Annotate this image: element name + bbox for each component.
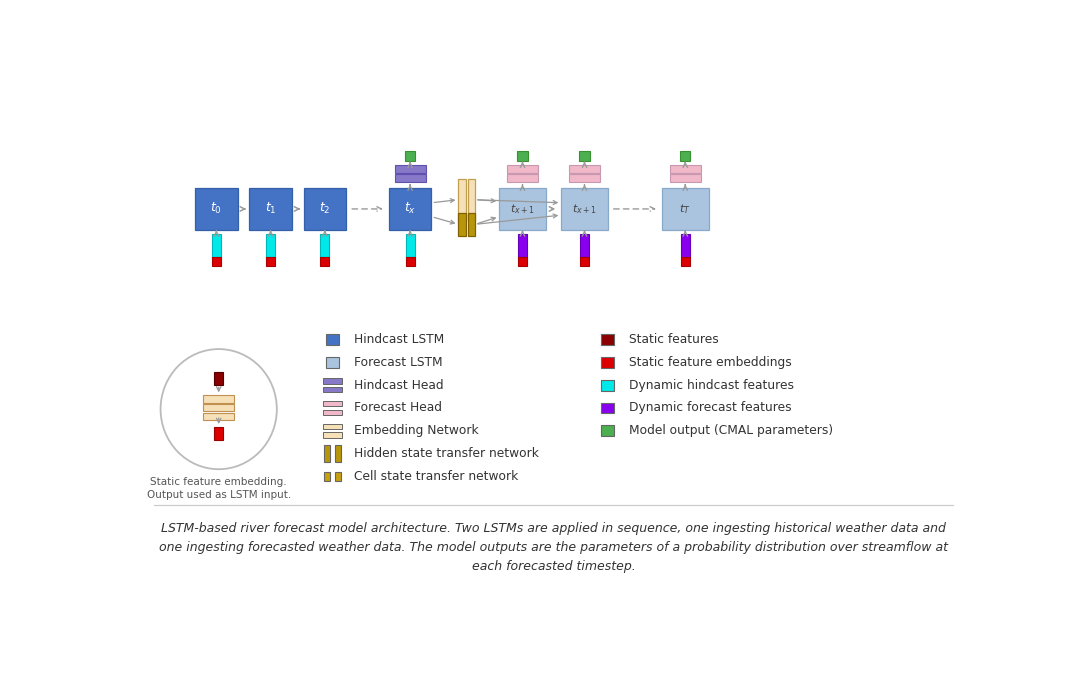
Text: Hidden state transfer network: Hidden state transfer network — [353, 447, 539, 460]
Text: Static feature embeddings: Static feature embeddings — [629, 356, 792, 369]
Text: Forecast LSTM: Forecast LSTM — [353, 356, 442, 369]
Text: $t_{x+1}$: $t_{x+1}$ — [572, 202, 597, 216]
FancyBboxPatch shape — [405, 151, 415, 162]
FancyBboxPatch shape — [569, 174, 600, 182]
Text: LSTM-based river forecast model architecture. Two LSTMs are applied in sequence,: LSTM-based river forecast model architec… — [159, 523, 948, 573]
FancyBboxPatch shape — [335, 445, 341, 462]
Text: $t_1$: $t_1$ — [265, 201, 276, 216]
Text: $t_{x+1}$: $t_{x+1}$ — [510, 202, 535, 216]
Text: Hindcast LSTM: Hindcast LSTM — [353, 333, 444, 346]
FancyBboxPatch shape — [195, 188, 238, 230]
FancyBboxPatch shape — [266, 257, 275, 266]
FancyBboxPatch shape — [468, 213, 475, 236]
FancyBboxPatch shape — [323, 379, 342, 384]
FancyBboxPatch shape — [215, 427, 222, 440]
FancyBboxPatch shape — [499, 188, 545, 230]
Text: $t_T$: $t_T$ — [679, 202, 691, 216]
FancyBboxPatch shape — [323, 410, 342, 415]
FancyBboxPatch shape — [324, 445, 330, 462]
FancyBboxPatch shape — [303, 188, 347, 230]
Text: Dynamic forecast features: Dynamic forecast features — [629, 402, 792, 414]
Text: Hindcast Head: Hindcast Head — [353, 379, 443, 392]
FancyBboxPatch shape — [323, 401, 342, 406]
FancyBboxPatch shape — [517, 151, 527, 162]
FancyBboxPatch shape — [507, 174, 538, 182]
FancyBboxPatch shape — [680, 257, 690, 266]
Text: Cell state transfer network: Cell state transfer network — [353, 470, 517, 483]
FancyBboxPatch shape — [580, 234, 589, 257]
FancyBboxPatch shape — [468, 178, 475, 221]
FancyBboxPatch shape — [680, 234, 690, 257]
FancyBboxPatch shape — [662, 188, 708, 230]
FancyBboxPatch shape — [406, 234, 415, 257]
FancyBboxPatch shape — [323, 424, 342, 429]
FancyBboxPatch shape — [518, 257, 527, 266]
FancyBboxPatch shape — [389, 188, 431, 230]
FancyBboxPatch shape — [562, 188, 608, 230]
FancyBboxPatch shape — [323, 387, 342, 392]
FancyBboxPatch shape — [680, 151, 690, 162]
FancyBboxPatch shape — [326, 357, 339, 368]
FancyBboxPatch shape — [580, 257, 589, 266]
FancyBboxPatch shape — [324, 472, 330, 481]
Text: Static features: Static features — [629, 333, 718, 346]
FancyBboxPatch shape — [323, 432, 342, 437]
FancyBboxPatch shape — [335, 472, 341, 481]
FancyBboxPatch shape — [394, 165, 426, 172]
Text: Forecast Head: Forecast Head — [353, 402, 442, 414]
FancyBboxPatch shape — [326, 335, 339, 345]
Text: $t_2$: $t_2$ — [319, 201, 330, 216]
FancyBboxPatch shape — [602, 425, 615, 436]
FancyBboxPatch shape — [670, 165, 701, 172]
Text: Model output (CMAL parameters): Model output (CMAL parameters) — [629, 425, 833, 437]
Text: $t_x$: $t_x$ — [404, 201, 416, 216]
FancyBboxPatch shape — [394, 174, 426, 182]
FancyBboxPatch shape — [212, 257, 220, 266]
Text: Dynamic hindcast features: Dynamic hindcast features — [629, 379, 794, 392]
FancyBboxPatch shape — [203, 395, 234, 403]
FancyBboxPatch shape — [249, 188, 292, 230]
FancyBboxPatch shape — [602, 335, 615, 345]
FancyBboxPatch shape — [321, 257, 329, 266]
FancyBboxPatch shape — [321, 234, 329, 257]
FancyBboxPatch shape — [602, 403, 615, 414]
FancyBboxPatch shape — [212, 234, 220, 257]
FancyBboxPatch shape — [602, 357, 615, 368]
FancyBboxPatch shape — [518, 234, 527, 257]
Text: $t_0$: $t_0$ — [211, 201, 222, 216]
FancyBboxPatch shape — [266, 234, 275, 257]
FancyBboxPatch shape — [507, 165, 538, 172]
Text: Static feature embedding.
Output used as LSTM input.: Static feature embedding. Output used as… — [147, 477, 291, 500]
FancyBboxPatch shape — [602, 380, 615, 391]
FancyBboxPatch shape — [458, 178, 465, 221]
FancyBboxPatch shape — [670, 174, 701, 182]
FancyBboxPatch shape — [203, 413, 234, 420]
FancyBboxPatch shape — [215, 372, 222, 385]
Text: Embedding Network: Embedding Network — [353, 425, 478, 437]
FancyBboxPatch shape — [406, 257, 415, 266]
FancyBboxPatch shape — [580, 151, 590, 162]
FancyBboxPatch shape — [203, 404, 234, 412]
FancyBboxPatch shape — [458, 213, 465, 236]
FancyBboxPatch shape — [569, 165, 600, 172]
